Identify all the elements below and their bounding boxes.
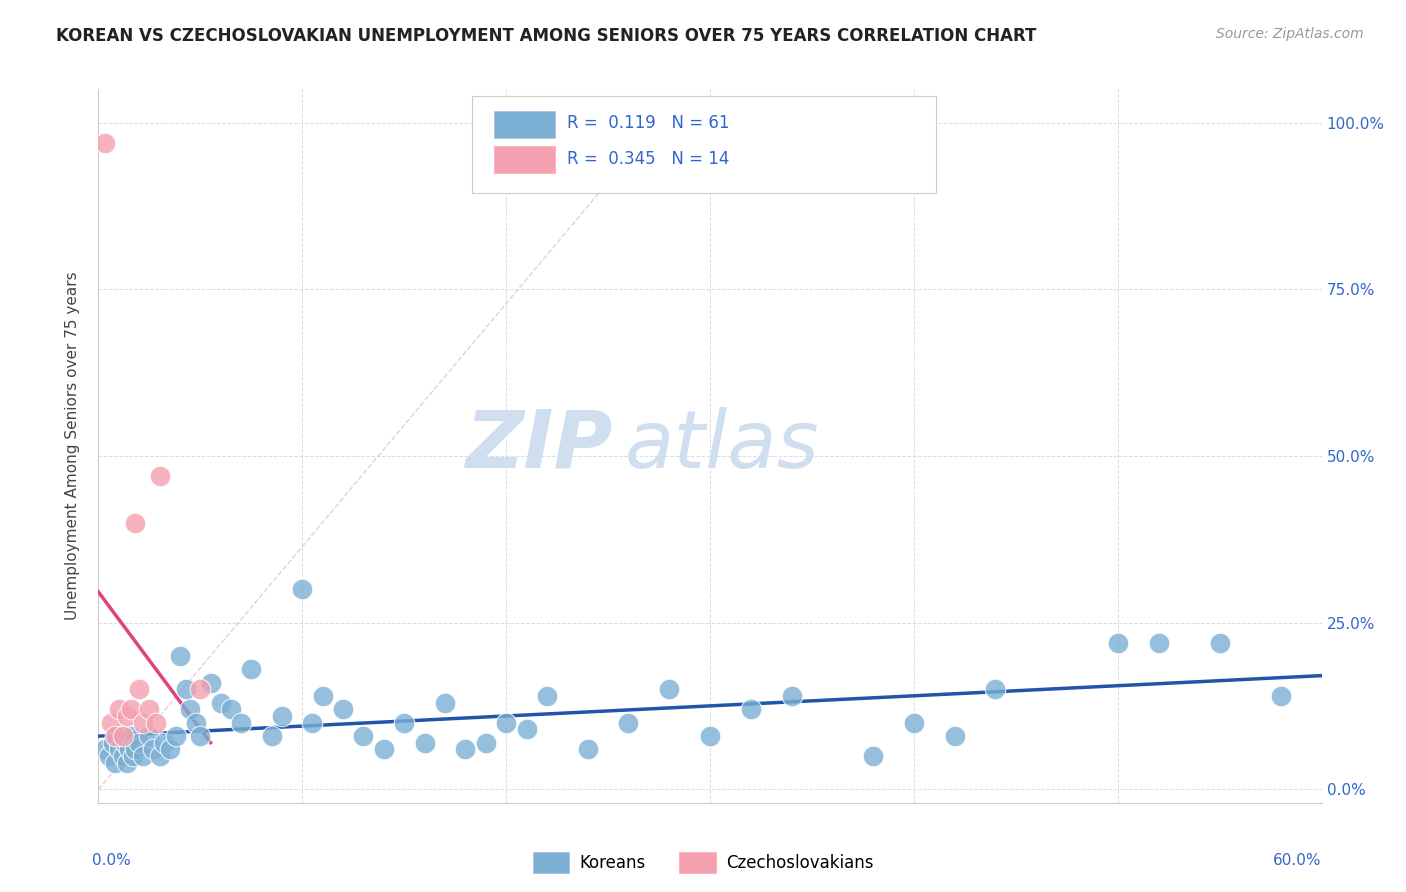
Text: KOREAN VS CZECHOSLOVAKIAN UNEMPLOYMENT AMONG SENIORS OVER 75 YEARS CORRELATION C: KOREAN VS CZECHOSLOVAKIAN UNEMPLOYMENT A… — [56, 27, 1036, 45]
Point — [658, 682, 681, 697]
Text: 60.0%: 60.0% — [1274, 853, 1322, 868]
Point — [1147, 636, 1170, 650]
Point — [231, 715, 253, 730]
Point — [128, 682, 150, 697]
Point — [188, 729, 212, 743]
Point — [454, 742, 477, 756]
Point — [118, 742, 141, 756]
Point — [97, 749, 120, 764]
Point — [373, 742, 395, 756]
FancyBboxPatch shape — [494, 111, 555, 137]
Point — [149, 749, 172, 764]
Point — [93, 742, 115, 756]
Point — [138, 702, 160, 716]
Point — [301, 715, 323, 730]
Point — [434, 696, 457, 710]
Point — [1107, 636, 1129, 650]
Point — [120, 702, 142, 716]
Point — [240, 662, 263, 676]
Point — [132, 749, 155, 764]
Point — [165, 729, 187, 743]
Text: Source: ZipAtlas.com: Source: ZipAtlas.com — [1216, 27, 1364, 41]
Point — [169, 649, 191, 664]
Point — [122, 749, 145, 764]
Point — [903, 715, 925, 730]
Point — [1270, 689, 1292, 703]
Point — [104, 729, 127, 743]
Point — [312, 689, 335, 703]
Point — [145, 715, 167, 730]
Point — [179, 702, 201, 716]
Point — [101, 736, 124, 750]
Point — [159, 742, 181, 756]
Point — [200, 675, 222, 690]
Point — [120, 729, 142, 743]
Point — [128, 736, 150, 750]
Point — [132, 715, 155, 730]
Point — [332, 702, 354, 716]
Point — [111, 749, 134, 764]
Text: R =  0.119   N = 61: R = 0.119 N = 61 — [567, 114, 730, 132]
Y-axis label: Unemployment Among Seniors over 75 years: Unemployment Among Seniors over 75 years — [65, 272, 80, 620]
Point — [93, 136, 115, 150]
Point — [186, 715, 208, 730]
Point — [219, 702, 242, 716]
Point — [100, 715, 122, 730]
FancyBboxPatch shape — [471, 96, 936, 193]
Point — [108, 702, 131, 716]
Point — [516, 723, 538, 737]
Legend: Koreans, Czechoslovakians: Koreans, Czechoslovakians — [526, 846, 880, 880]
Point — [392, 715, 416, 730]
Text: R =  0.345   N = 14: R = 0.345 N = 14 — [567, 150, 730, 168]
Point — [495, 715, 517, 730]
Point — [104, 756, 127, 770]
Point — [740, 702, 762, 716]
Point — [111, 729, 134, 743]
Point — [943, 729, 966, 743]
Text: 0.0%: 0.0% — [93, 853, 131, 868]
Point — [260, 729, 283, 743]
Point — [1209, 636, 1232, 650]
Point — [270, 709, 294, 723]
FancyBboxPatch shape — [494, 146, 555, 173]
Point — [115, 709, 138, 723]
Point — [209, 696, 232, 710]
Point — [352, 729, 374, 743]
Point — [105, 729, 128, 743]
Point — [576, 742, 599, 756]
Point — [780, 689, 803, 703]
Point — [114, 736, 136, 750]
Point — [174, 682, 197, 697]
Point — [699, 729, 721, 743]
Point — [617, 715, 640, 730]
Point — [115, 756, 138, 770]
Point — [142, 742, 165, 756]
Point — [149, 469, 172, 483]
Point — [138, 729, 160, 743]
Point — [291, 582, 314, 597]
Point — [188, 682, 212, 697]
Text: ZIP: ZIP — [465, 407, 612, 485]
Point — [474, 736, 498, 750]
Point — [536, 689, 558, 703]
Point — [124, 516, 146, 530]
Point — [984, 682, 1007, 697]
Point — [152, 736, 174, 750]
Point — [862, 749, 884, 764]
Text: atlas: atlas — [624, 407, 820, 485]
Point — [108, 742, 131, 756]
Point — [413, 736, 436, 750]
Point — [124, 742, 146, 756]
